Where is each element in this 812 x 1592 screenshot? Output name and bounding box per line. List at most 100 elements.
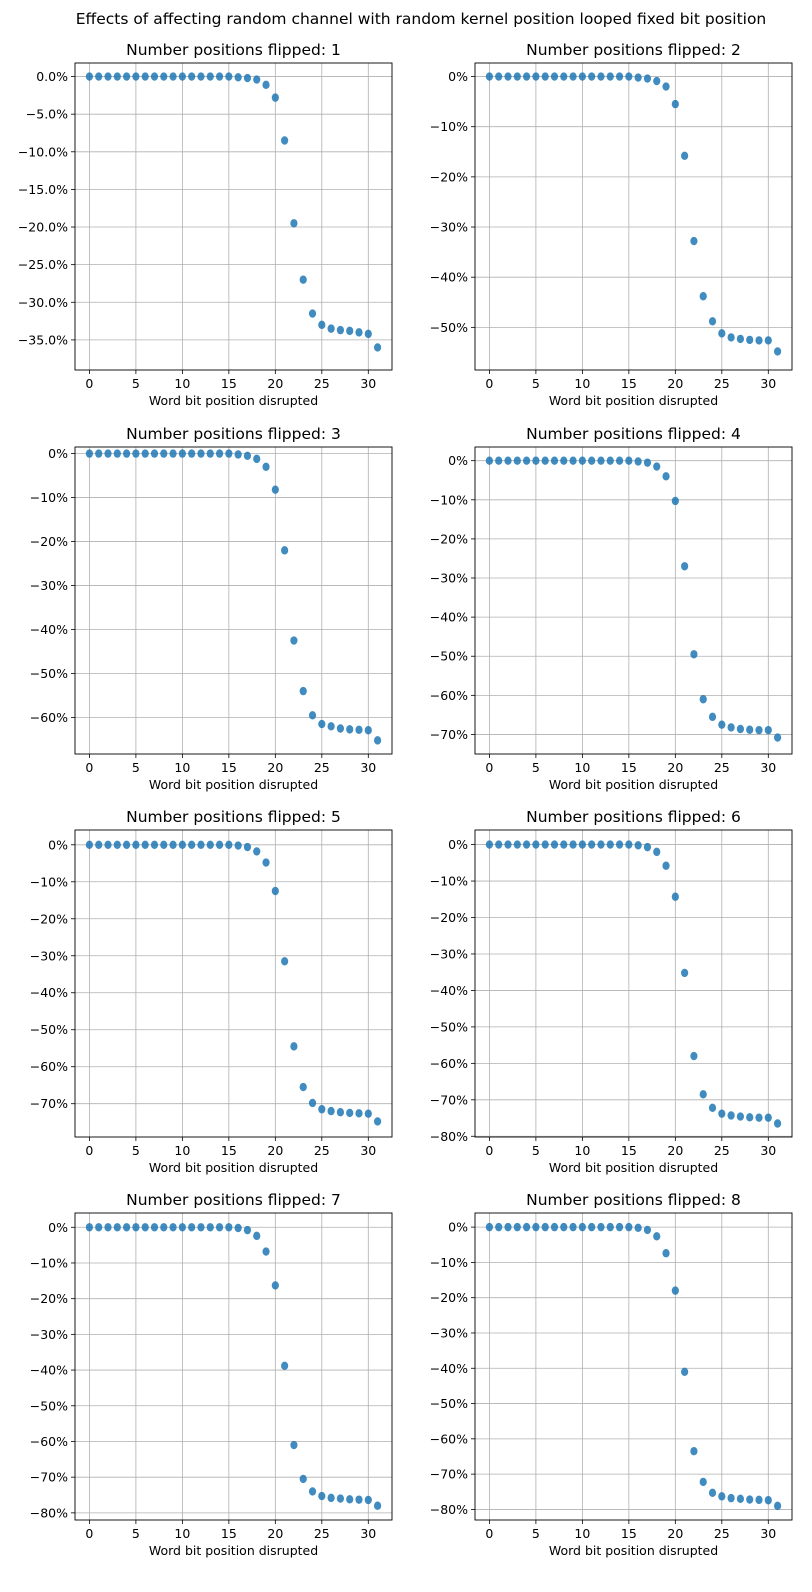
data-point — [746, 1113, 754, 1122]
x-tick-label: 5 — [532, 376, 540, 391]
data-point — [699, 1477, 707, 1487]
x-tick-label: 10 — [574, 1526, 590, 1541]
y-tick-label: 0% — [448, 453, 468, 468]
subplot-title: Number positions flipped: 8 — [526, 1191, 741, 1209]
data-point — [550, 456, 559, 465]
data-point — [327, 1493, 335, 1503]
data-point — [188, 449, 196, 458]
x-axis-label: Word bit position disrupted — [549, 393, 718, 408]
data-point — [495, 72, 503, 81]
data-point — [755, 725, 763, 735]
data-point — [699, 1090, 707, 1099]
data-point — [271, 886, 279, 896]
x-tick-label: 20 — [267, 760, 283, 775]
data-point — [699, 695, 707, 704]
subplot-5: Number positions flipped: 5 0 5 10 15 20 25 30 0… — [30, 808, 393, 1175]
x-tick-label: 5 — [532, 1526, 540, 1541]
data-point — [104, 840, 112, 849]
x-tick-label: 20 — [667, 376, 683, 391]
data-point — [327, 722, 335, 731]
data-point — [188, 840, 196, 849]
data-point — [727, 1111, 735, 1120]
data-point — [243, 842, 252, 852]
x-tick-label: 30 — [760, 1143, 776, 1158]
x-tick-label: 0 — [85, 760, 93, 775]
data-point — [234, 841, 242, 850]
y-tick-label: −50% — [30, 1398, 68, 1413]
y-tick-label: −40% — [30, 1363, 68, 1378]
data-point — [150, 840, 159, 849]
x-tick-label: 15 — [621, 760, 637, 775]
data-point — [290, 219, 298, 228]
y-tick-label: −70% — [430, 1092, 468, 1107]
x-tick-label: 20 — [667, 1143, 683, 1158]
x-axis-label: Word bit position disrupted — [149, 393, 318, 408]
subplot-title: Number positions flipped: 6 — [526, 808, 741, 826]
data-point — [718, 720, 726, 729]
data-point — [643, 842, 652, 852]
data-point — [746, 725, 754, 734]
data-point — [299, 1474, 307, 1484]
data-point — [281, 957, 289, 966]
x-tick-label: 25 — [314, 1526, 330, 1541]
subplot-title: Number positions flipped: 3 — [126, 425, 341, 443]
data-point — [160, 449, 168, 458]
y-tick-label: −50% — [430, 320, 468, 335]
data-point — [141, 72, 149, 81]
data-point — [560, 840, 568, 849]
y-tick-label: −25.0% — [18, 257, 68, 272]
data-point — [206, 1223, 214, 1232]
data-point — [746, 1495, 754, 1504]
data-point — [206, 449, 214, 458]
data-point — [271, 93, 279, 102]
data-point — [671, 1286, 679, 1295]
x-axis-label: Word bit position disrupted — [149, 777, 318, 792]
data-point — [281, 546, 289, 555]
data-point — [132, 840, 140, 849]
x-tick-label: 15 — [221, 376, 237, 391]
y-tick-label: −30% — [430, 220, 468, 235]
data-point — [653, 76, 661, 86]
x-tick-label: 10 — [574, 376, 590, 391]
x-tick-label: 30 — [360, 1526, 376, 1541]
data-point — [504, 840, 512, 849]
y-tick-label: 0% — [448, 69, 468, 84]
axes-frame — [474, 829, 793, 1138]
x-tick-label: 15 — [621, 376, 637, 391]
x-tick-label: 25 — [714, 1143, 730, 1158]
data-point — [606, 840, 614, 849]
subplot-7: Number positions flipped: 7 0 5 10 15 20 25 30 0… — [30, 1191, 393, 1558]
data-point — [727, 333, 735, 342]
y-tick-label: −20% — [430, 169, 468, 184]
data-point — [718, 329, 726, 338]
data-point — [373, 1501, 382, 1510]
data-point — [355, 1495, 363, 1504]
data-point — [299, 686, 307, 696]
data-point — [85, 72, 94, 81]
y-tick-label: −80% — [430, 1129, 468, 1144]
data-point — [336, 325, 345, 335]
y-tick-label: −50% — [430, 1396, 468, 1411]
data-point — [625, 456, 633, 465]
data-point — [150, 72, 159, 81]
data-point — [122, 1223, 131, 1232]
y-tick-label: −20% — [430, 1290, 468, 1305]
data-point — [485, 72, 494, 81]
subplot-title: Number positions flipped: 7 — [126, 1191, 341, 1209]
data-point — [708, 317, 717, 326]
x-tick-label: 25 — [714, 376, 730, 391]
data-point — [708, 1103, 717, 1113]
data-point — [104, 72, 112, 81]
data-point — [690, 236, 698, 246]
x-tick-label: 10 — [174, 376, 190, 391]
data-point — [653, 847, 661, 857]
data-point — [234, 73, 242, 82]
figure-suptitle: Effects of affecting random channel with… — [76, 10, 767, 28]
data-point — [699, 292, 707, 301]
data-point — [560, 72, 568, 81]
data-point — [262, 80, 270, 90]
y-tick-label: −10% — [30, 874, 68, 889]
data-point — [615, 72, 624, 81]
data-point — [764, 725, 772, 735]
